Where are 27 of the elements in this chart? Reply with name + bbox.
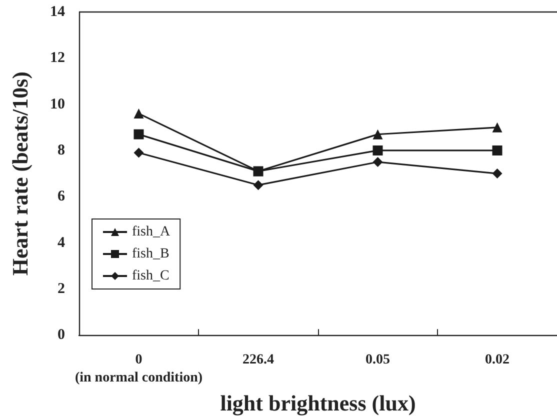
y-tick-label: 10 (50, 96, 65, 112)
x-tick-label: 0.05 (366, 352, 390, 368)
x-tick-label: 226.4 (242, 352, 274, 368)
legend-label: fish_B (132, 246, 170, 262)
point (372, 129, 383, 140)
x-tick-label: 0 (in normal condition) (74, 352, 203, 386)
y-tick-label: 0 (58, 327, 65, 344)
point (134, 129, 144, 140)
y-tick-label: 2 (58, 280, 65, 297)
legend-label: fish_C (132, 268, 170, 284)
y-axis-title: Heart rate (beats/10s) (8, 72, 32, 276)
y-tick-label: 14 (50, 4, 66, 20)
point (372, 145, 383, 156)
point (134, 108, 144, 119)
y-tick-label: 6 (58, 188, 66, 205)
y-tick-label: 12 (50, 50, 65, 66)
legend-label: fish_A (132, 224, 171, 240)
point (492, 145, 502, 156)
point (134, 148, 144, 158)
x-tick-label: 0.02 (485, 352, 510, 368)
point (372, 157, 383, 168)
point (492, 168, 502, 179)
y-tick-label: 8 (58, 142, 65, 158)
point (253, 180, 264, 190)
y-tick-label: 4 (58, 234, 66, 251)
point (492, 122, 502, 132)
x-axis-title: light brightness (lux) (220, 390, 416, 416)
